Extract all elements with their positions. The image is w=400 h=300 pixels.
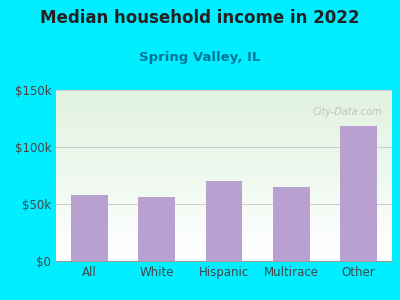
Text: Spring Valley, IL: Spring Valley, IL	[139, 51, 261, 64]
Bar	[138, 197, 175, 261]
Text: City-Data.com: City-Data.com	[312, 107, 382, 117]
Bar	[206, 181, 242, 261]
Text: Median household income in 2022: Median household income in 2022	[40, 9, 360, 27]
Bar	[273, 187, 310, 261]
Bar	[71, 195, 108, 261]
Bar	[340, 127, 377, 261]
